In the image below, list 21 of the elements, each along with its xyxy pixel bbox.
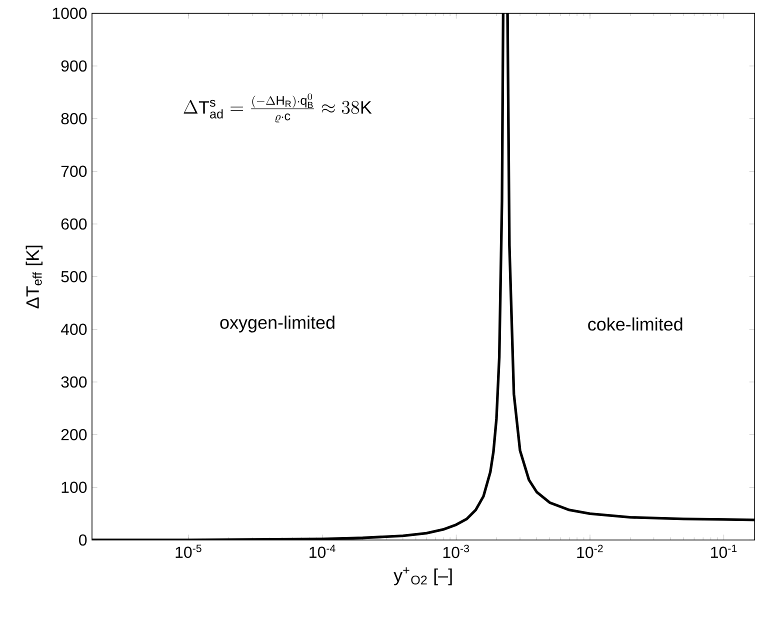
y-tick-label: 300 [61, 376, 87, 388]
y-tick-label: 100 [62, 482, 87, 493]
x-tick-label: 10$^{-1}$ [711, 544, 737, 558]
y-tick-label: 200 [61, 428, 87, 440]
x-tick-label: 10$^{-4}$ [310, 544, 336, 558]
x-tick-label: 10$^{-3}$ [443, 544, 469, 558]
x-axis-title: y$^{+}$$_{O2}$ [–] [394, 567, 452, 586]
annotation: oxygen-limited [220, 316, 334, 332]
y-tick-label: 500 [61, 270, 87, 282]
x-tick-label: 10$^{-5}$ [176, 544, 202, 558]
y-tick-label: 400 [60, 324, 87, 335]
y-tick-label: 1000 [52, 8, 87, 19]
y-tick-label: 600 [61, 218, 87, 230]
annotation: coke-limited [588, 317, 682, 331]
y-tick-label: 700 [61, 166, 87, 177]
x-tick-label: 10$^{-2}$ [577, 544, 603, 558]
y-axis-title: ΔT$_{eff}$ [K] [26, 246, 43, 308]
annotation: $\Delta \mathrm{T}^{\mathrm{s}}_{\mathrm{ad}} = \frac{(-\Delta \mathrm{H}_{\mathrm{R}})\cdot \mathrm{q}^{0}_{\mathrm{B}}}{\varrho\cdot \mathrm{c}} \approx 38\mathrm{K}$ [184, 94, 372, 123]
y-tick-label: 800 [61, 113, 87, 124]
y-tick-label: 0 [79, 534, 87, 546]
y-tick-label: 900 [61, 60, 87, 72]
